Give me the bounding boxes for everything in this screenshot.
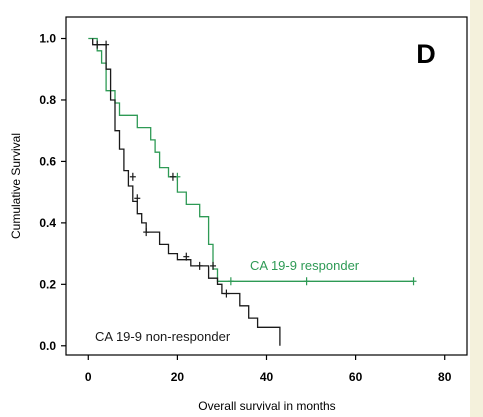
- responder-censor-mark: [410, 277, 417, 286]
- y-tick-label: 1.0: [39, 32, 56, 46]
- non-responder-censor-mark: [129, 172, 136, 181]
- plot-frame: [65, 16, 468, 356]
- responder-curve: [88, 37, 414, 282]
- x-tick-label: 20: [171, 370, 185, 384]
- y-tick-label: 0.2: [39, 277, 56, 291]
- panel-label: D: [416, 39, 436, 69]
- x-tick-label: 0: [85, 370, 92, 384]
- non-responder-censor-mark: [134, 194, 141, 203]
- y-axis-ticks: 0.0 0.2 0.4 0.6 0.8 1.0: [39, 32, 66, 353]
- censor-marks: [94, 40, 417, 298]
- y-tick-label: 0.6: [39, 154, 56, 168]
- responder-label: CA 19-9 responder: [250, 258, 360, 273]
- page-edge-strip: [470, 0, 483, 417]
- x-tick-label: 80: [438, 370, 452, 384]
- non-responder-censor-mark: [94, 40, 101, 49]
- y-tick-label: 0.4: [39, 216, 56, 230]
- non-responder-label: CA 19-9 non-responder: [95, 329, 231, 344]
- x-axis-label: Overall survival in months: [198, 399, 335, 413]
- non-responder-censor-mark: [169, 172, 176, 181]
- non-responder-censor-mark: [223, 289, 230, 298]
- non-responder-censor-mark: [210, 261, 217, 270]
- non-responder-curve: [92, 38, 281, 346]
- x-tick-label: 40: [260, 370, 274, 384]
- y-tick-label: 0.0: [39, 339, 56, 353]
- y-tick-label: 0.8: [39, 93, 56, 107]
- y-axis-label: Cumulative Survival: [9, 133, 23, 239]
- non-responder-censor-mark: [103, 40, 110, 49]
- non-responder-censor-mark: [196, 261, 203, 270]
- survival-curves: [88, 37, 414, 346]
- x-tick-label: 60: [349, 370, 363, 384]
- non-responder-censor-mark: [183, 252, 190, 261]
- x-axis-ticks: 0 20 40 60 80: [85, 355, 452, 384]
- responder-censor-mark: [303, 277, 310, 286]
- responder-censor-mark: [227, 277, 234, 286]
- non-responder-censor-mark: [143, 228, 150, 237]
